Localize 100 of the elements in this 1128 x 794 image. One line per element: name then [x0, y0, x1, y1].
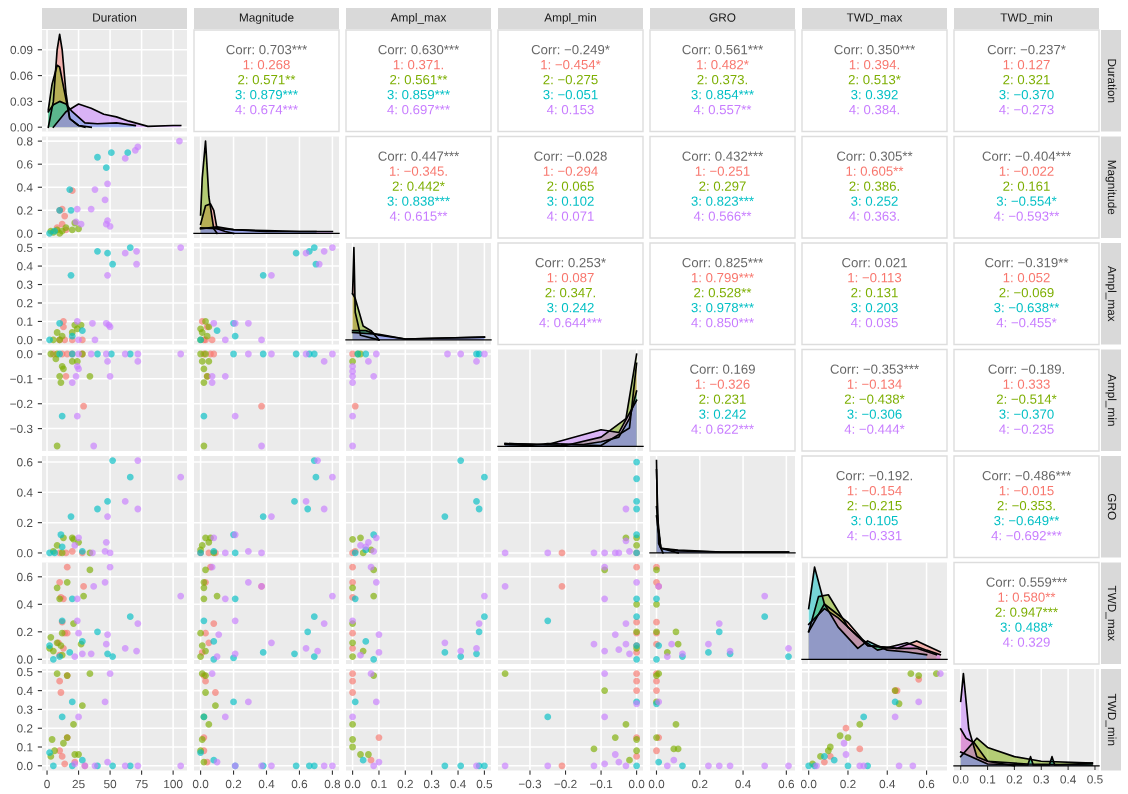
point: [56, 677, 64, 685]
point: [601, 687, 609, 695]
point: [633, 458, 640, 466]
point: [915, 672, 923, 679]
text: 4: 0.384.: [849, 104, 899, 115]
text: 2: 0.513*: [848, 74, 901, 85]
point: [259, 649, 267, 656]
x-tick-label: 0.2: [1006, 775, 1023, 784]
x-tick-label: 0.6: [291, 779, 308, 789]
y-tick-label: 0.4: [17, 600, 33, 609]
point: [304, 628, 312, 636]
point: [633, 670, 640, 678]
point: [47, 633, 55, 641]
text: 4: −0.235: [999, 424, 1054, 434]
point: [372, 698, 380, 706]
point: [134, 358, 142, 365]
point: [633, 753, 640, 760]
point: [365, 538, 372, 546]
text: 1: −0.454*: [541, 59, 601, 70]
point: [244, 578, 252, 586]
point: [844, 734, 852, 742]
text: Corr: −0.404***: [982, 151, 1071, 161]
point: [75, 534, 82, 542]
text: 4: −0.455*: [996, 317, 1057, 328]
point: [53, 329, 61, 336]
point: [68, 226, 76, 234]
text: Corr: 0.350***: [834, 44, 915, 55]
point: [104, 650, 111, 658]
point: [633, 578, 640, 586]
y-tick-label: 0.4: [17, 686, 33, 696]
point: [78, 650, 86, 658]
point: [715, 620, 723, 627]
point: [53, 670, 61, 678]
text: 3: 0.854***: [691, 89, 754, 100]
point: [611, 734, 619, 742]
text: Corr: −0.189.: [988, 364, 1064, 374]
text: Corr: 0.021: [842, 257, 907, 268]
point: [622, 620, 630, 627]
point: [312, 473, 320, 481]
text: TWD_max: [846, 13, 903, 24]
point: [349, 653, 356, 660]
text: 4: 0.615**: [389, 211, 448, 221]
y-tick-label: −0.2: [10, 399, 33, 409]
text: 2: −0.353.: [997, 500, 1055, 511]
point: [67, 206, 75, 214]
point: [86, 670, 94, 678]
point: [558, 583, 566, 590]
text: 2: 0.386.: [849, 181, 899, 191]
point: [49, 762, 57, 770]
point: [349, 743, 356, 751]
point: [365, 358, 372, 365]
point: [109, 762, 117, 770]
point: [91, 186, 99, 193]
point: [726, 762, 734, 770]
point: [244, 548, 252, 555]
point: [441, 762, 449, 770]
point: [705, 640, 712, 648]
text: 1: 0.482*: [697, 59, 749, 70]
point: [558, 762, 566, 770]
point: [109, 653, 117, 660]
point: [501, 762, 509, 770]
text: 2: 0.161: [1003, 181, 1050, 191]
point: [611, 751, 619, 758]
x-tick-label: 0.8: [324, 779, 341, 789]
point: [891, 698, 899, 706]
point: [71, 653, 79, 660]
point: [705, 649, 712, 656]
point: [102, 350, 110, 358]
point: [915, 698, 923, 706]
point: [842, 724, 850, 732]
point: [58, 753, 66, 760]
point: [375, 631, 383, 638]
text: Corr: −0.237*: [987, 44, 1066, 55]
text: 2: 0.347.: [545, 287, 595, 298]
point: [370, 762, 378, 770]
point: [231, 595, 239, 603]
point: [61, 212, 69, 220]
point: [329, 473, 336, 481]
point: [231, 549, 239, 557]
point: [653, 655, 660, 663]
point: [622, 640, 630, 648]
y-tick-label: 0.0: [17, 548, 33, 558]
text: 4: −0.593**: [993, 211, 1060, 221]
text: 3: 0.252: [851, 196, 898, 206]
text: 3: 0.978***: [691, 302, 754, 313]
text: 3: −0.370: [999, 89, 1054, 100]
text: 1: 0.799***: [691, 272, 754, 283]
point: [268, 762, 275, 770]
point: [481, 613, 488, 621]
point: [615, 758, 623, 766]
point: [475, 620, 483, 627]
point: [177, 473, 185, 481]
point: [441, 649, 449, 656]
point: [653, 747, 660, 755]
point: [104, 249, 111, 257]
point: [626, 548, 633, 555]
point: [75, 350, 82, 358]
point: [73, 318, 81, 325]
point: [785, 762, 792, 770]
point: [94, 350, 101, 358]
